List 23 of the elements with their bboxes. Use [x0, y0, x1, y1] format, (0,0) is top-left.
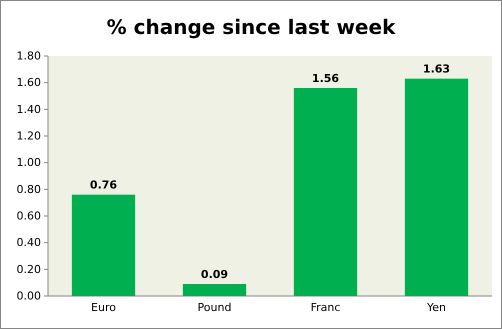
bar [182, 284, 246, 296]
y-tick-label: 0.00 [16, 290, 41, 303]
x-tick-label: Pound [198, 301, 232, 314]
bar [294, 88, 358, 296]
chart-title: % change since last week [106, 15, 396, 39]
data-label: 0.76 [90, 178, 118, 192]
bar [72, 194, 136, 296]
y-tick-label: 0.20 [16, 262, 41, 276]
x-tick-label: Franc [310, 301, 340, 314]
y-tick-label: 0.60 [16, 210, 41, 223]
y-tick-label: 0.40 [16, 236, 41, 250]
data-label: 1.63 [422, 62, 450, 76]
bar [404, 78, 468, 296]
y-tick-label: 1.60 [16, 76, 41, 90]
data-label: 1.56 [312, 72, 340, 85]
y-tick-label: 1.20 [16, 130, 41, 143]
x-tick-label: Yen [426, 301, 446, 314]
x-tick-label: Euro [91, 301, 116, 314]
y-tick-label: 1.00 [16, 156, 41, 170]
data-label: 0.09 [200, 268, 228, 281]
y-tick-label: 1.80 [16, 50, 41, 63]
y-tick-label: 0.80 [16, 182, 41, 196]
y-tick-label: 1.40 [16, 102, 41, 116]
